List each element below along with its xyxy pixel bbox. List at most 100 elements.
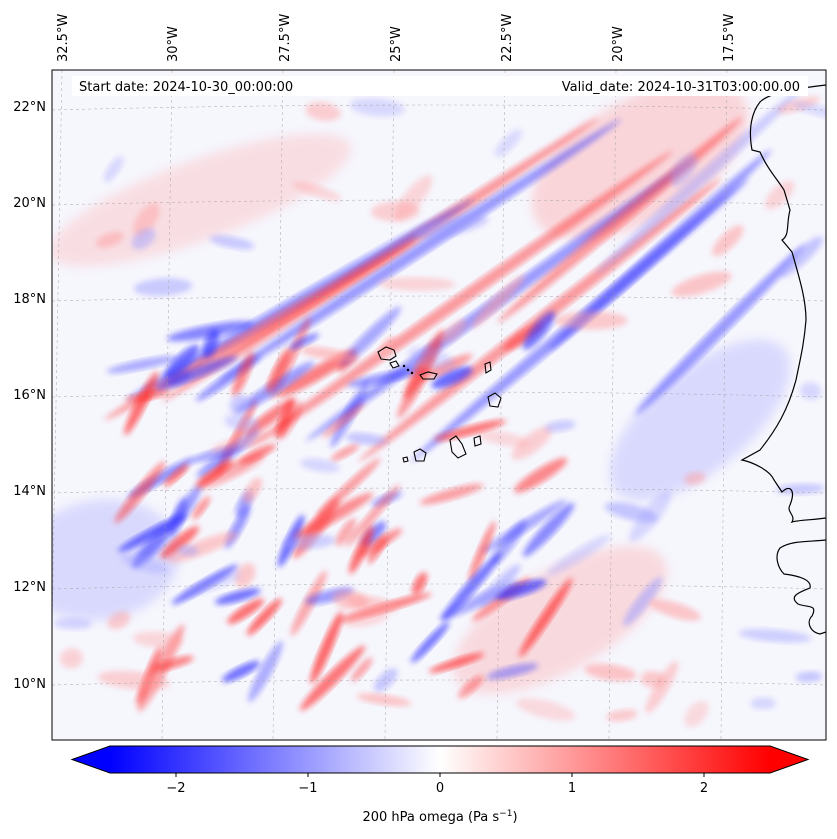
- colorbar-tick-label: 0: [436, 781, 444, 796]
- omega-contour: [595, 86, 805, 274]
- latitude-label: 20°N: [13, 196, 46, 211]
- colorbar-title-exponent: −1: [499, 809, 512, 819]
- omega-contour: [775, 483, 825, 495]
- omega-contour: [584, 663, 637, 681]
- omega-contour: [95, 231, 124, 248]
- omega-contour: [649, 599, 701, 621]
- colorbar-tick-label: 1: [568, 781, 576, 796]
- omega-contour: [606, 709, 638, 722]
- omega-contour: [246, 598, 282, 636]
- island-brava: [402, 456, 409, 463]
- omega-contour: [468, 521, 496, 582]
- omega-contour: [519, 578, 573, 658]
- omega-contour: [349, 525, 374, 574]
- gridlines: [52, 70, 826, 740]
- omega-contour: [441, 552, 502, 621]
- gridline-lon: [720, 70, 728, 740]
- africa-coastline: [740, 84, 826, 524]
- longitude-label: 27.5°W: [278, 14, 293, 62]
- omega-contour: [478, 564, 521, 607]
- omega-contour: [132, 202, 160, 237]
- latitude-label: 10°N: [13, 677, 46, 692]
- omega-contour: [132, 631, 183, 648]
- omega-contour: [275, 399, 295, 439]
- gridline-lon: [496, 70, 506, 740]
- colorbar-extend-high: [770, 746, 808, 773]
- colorbar-title: 200 hPa omega (Pa s−1): [362, 809, 517, 825]
- omega-contour: [548, 149, 772, 351]
- omega-contour: [238, 444, 276, 465]
- omega-contour: [248, 641, 283, 703]
- latitude-label: 22°N: [13, 100, 46, 115]
- omega-contour: [516, 698, 576, 721]
- omega-contour: [224, 414, 260, 432]
- colorbar-tick-label: −1: [298, 781, 317, 796]
- omega-contour: [163, 464, 189, 487]
- gridline-lat: [52, 679, 826, 686]
- island-maio: [473, 435, 482, 447]
- omega-contour: [544, 420, 576, 432]
- omega-contour: [750, 697, 776, 710]
- omega-contour: [412, 572, 428, 596]
- gridline-lon: [608, 70, 617, 740]
- island-santo-antao: [377, 346, 397, 361]
- omega-contour: [235, 361, 315, 414]
- omega-contour: [345, 432, 387, 445]
- omega-contour: [335, 518, 357, 546]
- omega-contour: [53, 617, 93, 630]
- omega-contour: [218, 119, 622, 381]
- omega-contour: [738, 628, 812, 643]
- omega-contour: [481, 499, 567, 553]
- omega-contour: [322, 402, 365, 438]
- omega-contour: [60, 648, 83, 669]
- islet: [406, 368, 410, 372]
- longitude-label: 25°W: [389, 26, 404, 62]
- omega-contour: [221, 660, 261, 683]
- omega-contour: [431, 366, 473, 389]
- omega-contour: [281, 534, 336, 550]
- omega-contour: [407, 346, 455, 370]
- longitude-label: 20°W: [611, 26, 626, 62]
- omega-contour: [522, 502, 575, 557]
- omega-contour: [351, 657, 373, 682]
- gridline-lon: [384, 70, 395, 740]
- colorbar-title-suffix: ): [512, 810, 517, 825]
- omega-contour: [343, 610, 389, 627]
- omega-field: [52, 80, 826, 728]
- omega-contour: [684, 471, 706, 486]
- omega-contour: [107, 611, 131, 630]
- colorbar-tick-label: −2: [166, 781, 185, 796]
- omega-contour: [277, 349, 358, 398]
- omega-contour: [440, 319, 467, 343]
- islet: [402, 364, 406, 368]
- omega-contour: [511, 426, 553, 460]
- omega-contour: [97, 670, 170, 690]
- omega-contour: [103, 155, 124, 183]
- omega-contour: [124, 371, 159, 436]
- omega-contour: [494, 129, 522, 157]
- omega-contour: [470, 274, 525, 329]
- omega-contour: [160, 526, 200, 559]
- gridline-lat: [52, 583, 826, 590]
- omega-contour: [458, 675, 484, 699]
- omega-contour: [185, 572, 242, 596]
- island-sal: [484, 361, 492, 374]
- omega-contour: [394, 175, 433, 221]
- omega-contour: [120, 554, 169, 574]
- omega-contour: [554, 311, 628, 330]
- omega-contour: [305, 102, 341, 121]
- date-header-background: [72, 76, 808, 96]
- omega-contour: [670, 153, 698, 187]
- omega-contour: [215, 588, 261, 605]
- omega-contour: [300, 346, 359, 362]
- omega-contour: [340, 306, 402, 366]
- omega-contour: [293, 492, 374, 540]
- omega-contour: [640, 671, 666, 688]
- omega-contour: [356, 693, 412, 707]
- longitude-axis: 32.5°W 30°W 27.5°W 25°W 22.5°W 20°W 17.5…: [56, 14, 737, 62]
- omega-contour: [635, 245, 805, 415]
- longitude-label: 30°W: [166, 26, 181, 62]
- omega-contour: [410, 621, 450, 663]
- cabo-verde-islands: [377, 346, 502, 463]
- omega-contour: [292, 181, 342, 201]
